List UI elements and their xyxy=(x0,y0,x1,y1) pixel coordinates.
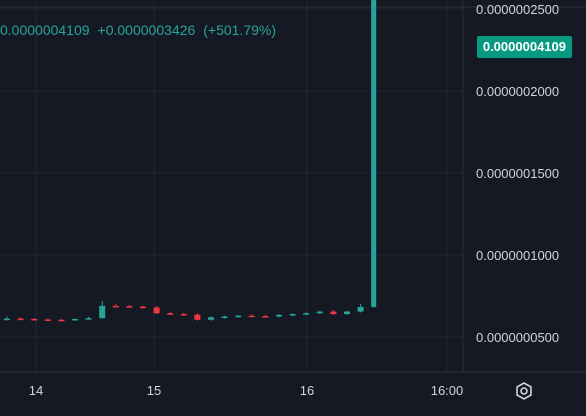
candle-down xyxy=(194,313,201,321)
candle-up xyxy=(303,312,310,315)
candle-body xyxy=(262,316,269,318)
candle-up xyxy=(316,310,323,315)
candle-body xyxy=(371,0,377,307)
candle-body xyxy=(221,316,228,318)
candle-up xyxy=(371,0,377,308)
candle-body xyxy=(180,314,187,316)
candle-up xyxy=(357,304,364,313)
y-tick-label: 0.0000001000 xyxy=(476,248,559,263)
y-tick-label: 0.0000002500 xyxy=(476,2,559,17)
price-axis[interactable]: 0.0000000500 0.0000001000 0.0000001500 0.00… xyxy=(476,0,559,345)
candle-up xyxy=(344,310,350,315)
candle-down xyxy=(31,318,38,321)
candle-body xyxy=(4,318,10,321)
candle-down xyxy=(248,314,255,318)
x-tick-label: 16:00 xyxy=(431,383,464,398)
candle-up xyxy=(85,316,92,320)
y-tick-label: 0.0000002000 xyxy=(476,84,559,99)
candle-body xyxy=(126,306,133,308)
candle-body xyxy=(72,318,78,321)
candle-body xyxy=(194,314,201,320)
candle-down xyxy=(262,314,269,318)
candle-down xyxy=(140,305,146,309)
ohlc-legend: 0.0000004109 +0.0000003426 (+501.79%) xyxy=(0,20,276,40)
candle-up xyxy=(221,315,228,319)
candle-down xyxy=(153,306,160,315)
legend-change-pct: (+501.79%) xyxy=(203,22,277,38)
candle-body xyxy=(44,319,51,321)
candle-down xyxy=(112,304,119,308)
candle-up xyxy=(208,316,214,321)
candle-body xyxy=(99,305,106,319)
candle-body xyxy=(31,318,38,321)
candle-up xyxy=(4,316,10,321)
candle-body xyxy=(153,307,160,314)
candle-body xyxy=(208,317,214,320)
y-tick-label: 0.0000001500 xyxy=(476,166,559,181)
legend-change-abs: +0.0000003426 xyxy=(97,22,196,38)
legend-close-value: 0.0000004109 xyxy=(0,22,90,38)
candle-down xyxy=(44,318,51,321)
candle-body xyxy=(276,314,282,317)
candle-body xyxy=(303,313,310,315)
chart-settings-button[interactable] xyxy=(513,380,535,402)
candle-up xyxy=(289,313,296,317)
x-tick-label: 14 xyxy=(29,383,43,398)
gear-icon xyxy=(516,382,532,400)
time-axis[interactable]: 14 15 16 16:00 xyxy=(29,383,464,398)
candle-down xyxy=(58,318,65,322)
candle-body xyxy=(330,311,337,315)
candle-down xyxy=(17,317,24,321)
candle-up xyxy=(99,300,106,319)
candle-body xyxy=(17,318,24,321)
candle-body xyxy=(85,318,92,320)
candle-up xyxy=(235,314,242,318)
candle-down xyxy=(167,311,174,315)
candle-body xyxy=(58,319,65,322)
x-tick-label: 16 xyxy=(300,383,314,398)
candle-body xyxy=(235,315,242,318)
candle-body xyxy=(112,305,119,308)
candle-up xyxy=(276,314,282,318)
y-tick-label: 0.0000000500 xyxy=(476,330,559,345)
candle-down xyxy=(180,312,187,316)
candle-down xyxy=(126,305,133,308)
candle-body xyxy=(289,314,296,316)
candle-body xyxy=(248,315,255,318)
candle-body xyxy=(140,306,146,309)
last-price-label: 0.0000004109 xyxy=(476,36,572,58)
candle-body xyxy=(357,306,364,312)
candle-body xyxy=(316,311,323,314)
candles xyxy=(4,0,377,322)
x-tick-label: 15 xyxy=(147,383,161,398)
candle-body xyxy=(167,313,174,315)
candle-up xyxy=(72,318,78,321)
candle-down xyxy=(330,309,337,315)
candle-body xyxy=(344,311,350,315)
